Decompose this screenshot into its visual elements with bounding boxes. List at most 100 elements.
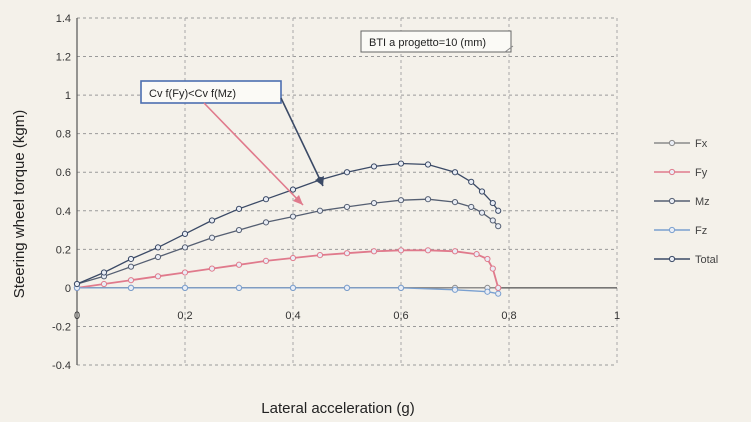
series-layer [73,160,502,297]
data-point-fy [235,261,243,268]
data-point-total [370,163,378,170]
data-point-fz [127,284,135,291]
tick-labels: -0.4-0.200.20.40.60.811.21.40 0,2 0,4 0,6 0,… [52,13,620,372]
data-point-fz [484,288,491,295]
data-point-mz [451,199,459,206]
data-point-fz [181,284,189,291]
data-point-fy [343,250,351,257]
data-point-total [154,244,162,251]
annotation-arrow-to-fy [203,102,304,206]
data-point-fz [289,284,297,291]
legend-item-fz: Fz [654,225,707,237]
data-point-fy [370,248,378,255]
data-point-mz [424,196,432,203]
data-point-total [208,217,216,224]
data-point-fy [316,252,324,259]
data-point-mz [154,253,162,261]
data-point-mz [262,219,270,226]
data-point-fz [235,284,243,291]
x-tick-label: 0,4 [285,310,300,322]
data-point-fy [489,265,496,272]
data-point-mz [235,226,243,234]
data-point-mz [397,197,405,204]
legend-marker-fz [668,226,676,234]
y-tick-label: -0.4 [52,360,71,372]
x-axis-title: Lateral acceleration (g) [261,400,414,417]
legend: Fx Fy Mz Fz Total [654,138,718,266]
data-point-total [478,188,486,195]
y-tick-label: 1 [65,90,71,102]
y-tick-label: 0.6 [56,167,71,179]
data-point-total [289,186,297,193]
data-point-fy [495,284,502,291]
data-point-total [468,178,475,185]
legend-label-total: Total [695,254,718,266]
legend-item-total: Total [654,254,718,266]
data-point-total [100,269,108,276]
legend-label-fy: Fy [695,167,708,179]
data-point-fy [181,269,189,276]
legend-marker-total [668,255,676,263]
data-point-mz [478,209,486,216]
data-point-fy [424,247,432,254]
data-point-total [127,255,135,263]
y-tick-label: 0 [65,283,71,295]
legend-item-fy: Fy [654,167,708,179]
data-point-fy [208,265,216,272]
data-point-total [181,230,189,238]
legend-label-mz: Mz [695,196,710,208]
data-point-fz [343,284,351,291]
data-point-mz [489,217,496,224]
data-point-fy [262,257,270,264]
arrow-head-mz [315,176,324,186]
data-point-mz [208,234,216,241]
y-tick-label: 0.4 [56,206,71,218]
x-tick-label: 1 [614,310,620,322]
data-point-total [424,161,432,168]
plot-area [76,18,617,365]
annotation-arrow-to-mz [280,97,324,187]
data-point-mz [468,203,475,211]
data-point-total [397,160,405,167]
data-point-fy [289,254,297,262]
legend-label-fx: Fx [695,138,708,150]
data-point-fy [100,280,108,288]
series-line-fy [76,249,500,289]
series-line-mz [76,198,499,285]
data-point-fz [451,286,459,293]
data-point-total [343,169,351,176]
data-point-mz [127,263,135,270]
x-tick-label: 0 [74,310,80,322]
legend-label-fz: Fz [695,225,707,237]
data-point-fy [127,277,135,284]
y-axis-title: Steering wheel torque (kgm) [11,110,28,298]
annotation-cv-text: Cv f(Fy)<Cv f(Mz) [149,88,236,100]
legend-marker-fy [668,168,676,176]
legend-item-fx: Fx [654,138,708,150]
data-point-total [235,205,243,212]
data-point-fy [473,251,480,258]
series-line-total [76,162,499,285]
y-tick-label: 1.4 [56,13,71,25]
y-tick-label: -0.2 [52,321,71,333]
data-point-fy [154,273,162,280]
annotation-bti-text: BTI a progetto=10 (mm) [369,37,486,49]
data-point-mz [181,244,189,251]
data-point-total [451,169,459,176]
grid [76,17,618,366]
data-point-mz [316,207,324,214]
annotation-cv: Cv f(Fy)<Cv f(Mz) [140,80,324,206]
data-point-total [489,199,496,207]
data-point-mz [495,223,502,230]
data-point-fy [484,255,491,263]
series-line-fz [77,287,499,295]
data-point-mz [289,213,297,220]
data-point-total [495,207,502,214]
legend-item-mz: Mz [654,196,710,208]
data-point-total [73,280,81,288]
arrow-head-fy [293,195,303,205]
data-point-fy [451,248,459,255]
data-point-total [262,196,270,203]
data-point-fz [495,290,502,297]
